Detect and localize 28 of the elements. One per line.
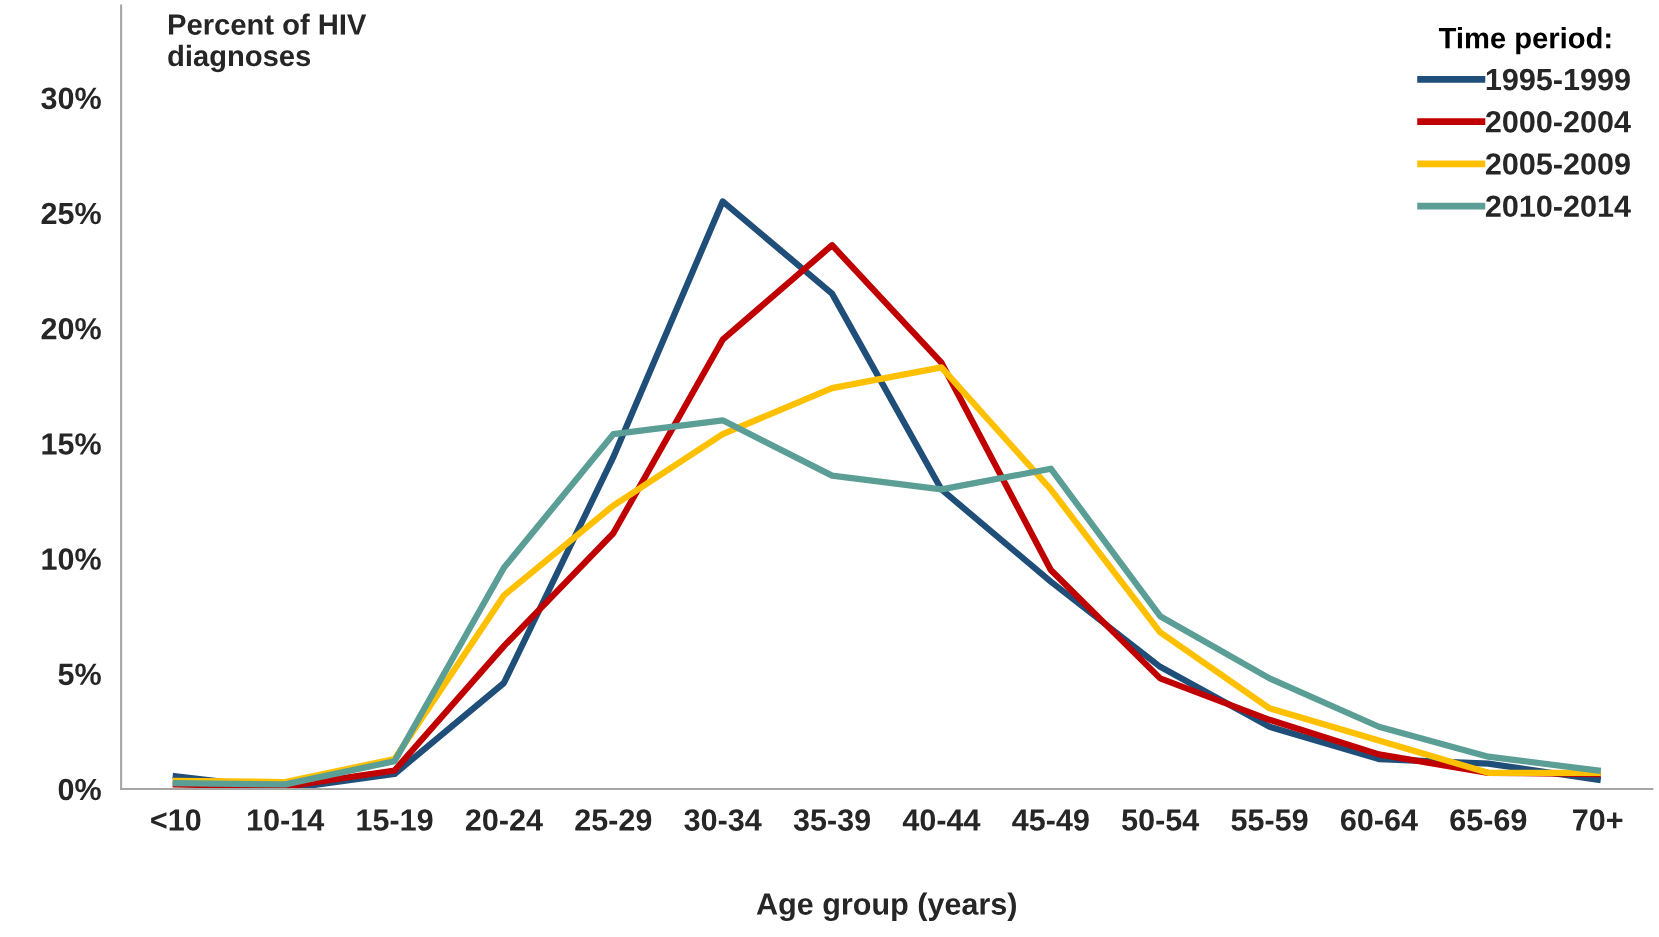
x-tick-label: 40-44	[902, 809, 981, 831]
x-tick-label: 65-69	[1450, 809, 1527, 831]
x-tick-label: <10	[151, 809, 201, 831]
legend-label: 2000-2004	[1485, 110, 1631, 133]
y-tick-label: 20%	[41, 317, 101, 340]
legend-title: Time period:	[1438, 27, 1611, 55]
x-tick-label: 25-29	[575, 809, 652, 831]
y-tick-label: 5%	[58, 663, 101, 686]
x-tick-label: 60-64	[1340, 809, 1418, 831]
x-tick-label: 55-59	[1231, 809, 1308, 831]
y-tick-label: 15%	[42, 433, 101, 455]
x-tick-label: 50-54	[1122, 809, 1200, 831]
legend-label: 1995-1999	[1486, 68, 1630, 91]
x-axis-title: Age group (years)	[756, 892, 1016, 922]
y-tick-label: 0%	[58, 778, 101, 801]
y-tick-label: 25%	[41, 202, 101, 225]
y-axis-title: Percent of HIV diagnoses	[168, 13, 367, 73]
x-tick-label: 20-24	[465, 809, 543, 831]
x-tick-label: 10-14	[248, 809, 325, 831]
x-tick-label: 45-49	[1012, 809, 1089, 831]
x-tick-label: 30-34	[684, 809, 762, 831]
legend-label: 2005-2009	[1485, 153, 1630, 175]
y-tick-label: 30%	[41, 87, 101, 110]
legend-label: 2010-2014	[1485, 195, 1631, 218]
x-tick-label: 35-39	[793, 809, 870, 831]
x-tick-label: 15-19	[357, 809, 433, 831]
y-tick-label: 10%	[42, 548, 101, 570]
x-tick-label: 70+	[1573, 809, 1623, 831]
